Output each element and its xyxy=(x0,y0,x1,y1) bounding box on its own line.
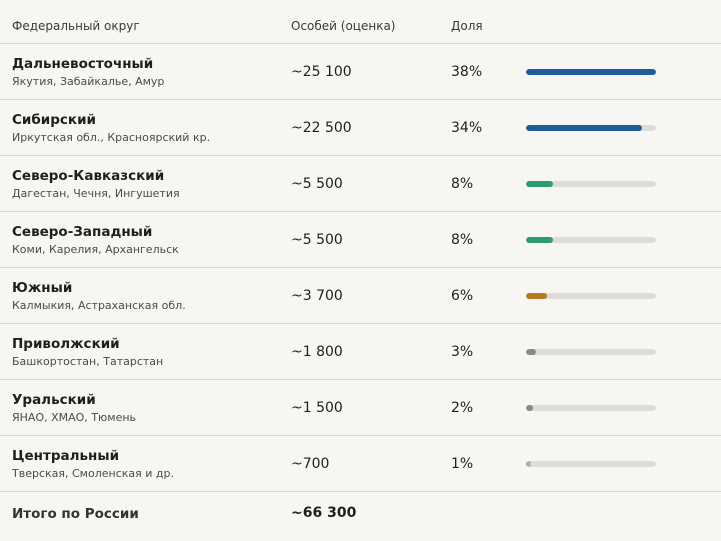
district-name: Уральский xyxy=(12,392,96,408)
share-bar-fill xyxy=(526,461,532,467)
table-row: Приволжский Башкортостан, Татарстан ~1 800… xyxy=(0,324,721,380)
district-name: Центральный xyxy=(12,448,120,464)
table-row: Дальневосточный Якутия, Забайкалье, Амур ~… xyxy=(0,44,721,100)
share-bar xyxy=(526,461,656,467)
district-regions: Башкортостан, Татарстан xyxy=(12,355,164,368)
table-row: Северо-Западный Коми, Карелия, Архангельс… xyxy=(0,212,721,268)
population-count: ~5 500 xyxy=(291,232,343,248)
share-bar-fill xyxy=(526,237,554,243)
population-count: ~700 xyxy=(291,456,330,472)
population-count: ~25 100 xyxy=(291,64,352,80)
table-row: Сибирский Иркутская обл., Красноярский кр… xyxy=(0,100,721,156)
population-count: ~22 500 xyxy=(291,120,352,136)
share-bar xyxy=(526,125,656,131)
population-share: 1% xyxy=(451,456,474,472)
total-count: ~66 300 xyxy=(291,505,357,521)
share-bar xyxy=(526,69,656,75)
district-regions: Коми, Карелия, Архангельск xyxy=(12,243,179,256)
share-bar xyxy=(526,293,656,299)
district-regions: Иркутская обл., Красноярский кр. xyxy=(12,131,211,144)
district-name: Южный xyxy=(12,280,73,296)
share-bar-fill xyxy=(526,181,554,187)
district-regions: ЯНАО, ХМАО, Тюмень xyxy=(12,411,137,424)
share-bar xyxy=(526,405,656,411)
population-count: ~3 700 xyxy=(291,288,343,304)
total-row: Итого по России ~66 300 xyxy=(0,492,721,536)
district-name: Сибирский xyxy=(12,112,96,128)
district-name: Северо-Кавказский xyxy=(12,168,165,184)
share-bar-fill xyxy=(526,125,643,131)
share-bar-fill xyxy=(526,349,537,355)
share-bar xyxy=(526,181,656,187)
table-row: Центральный Тверская, Смоленская и др. ~70… xyxy=(0,436,721,492)
total-label: Итого по России xyxy=(12,506,139,522)
table-row: Южный Калмыкия, Астраханская обл. ~3 700 6% xyxy=(0,268,721,324)
population-share: 8% xyxy=(451,232,474,248)
population-share: 6% xyxy=(451,288,474,304)
population-share: 2% xyxy=(451,400,474,416)
header-count: Особей (оценка) xyxy=(291,19,396,33)
district-regions: Дагестан, Чечня, Ингушетия xyxy=(12,187,180,200)
population-count: ~1 800 xyxy=(291,344,343,360)
district-name: Приволжский xyxy=(12,336,120,352)
share-bar-fill xyxy=(526,69,656,75)
district-regions: Тверская, Смоленская и др. xyxy=(12,467,174,480)
table-row: Уральский ЯНАО, ХМАО, Тюмень ~1 500 2% xyxy=(0,380,721,436)
population-count: ~5 500 xyxy=(291,176,343,192)
district-name: Дальневосточный xyxy=(12,56,154,72)
share-bar xyxy=(526,349,656,355)
header-district: Федеральный округ xyxy=(12,19,140,33)
header-share: Доля xyxy=(451,19,483,33)
share-bar xyxy=(526,237,656,243)
population-share: 8% xyxy=(451,176,474,192)
share-bar-fill xyxy=(526,405,533,411)
population-share: 34% xyxy=(451,120,483,136)
table-header: Федеральный округ Особей (оценка) Доля xyxy=(0,0,721,44)
table-row: Северо-Кавказский Дагестан, Чечня, Ингуше… xyxy=(0,156,721,212)
district-regions: Якутия, Забайкалье, Амур xyxy=(12,75,165,88)
district-regions: Калмыкия, Астраханская обл. xyxy=(12,299,186,312)
population-count: ~1 500 xyxy=(291,400,343,416)
district-name: Северо-Западный xyxy=(12,224,153,240)
population-share: 3% xyxy=(451,344,474,360)
share-bar-fill xyxy=(526,293,547,299)
population-share: 38% xyxy=(451,64,483,80)
table-body: Дальневосточный Якутия, Забайкалье, Амур ~… xyxy=(0,44,721,492)
